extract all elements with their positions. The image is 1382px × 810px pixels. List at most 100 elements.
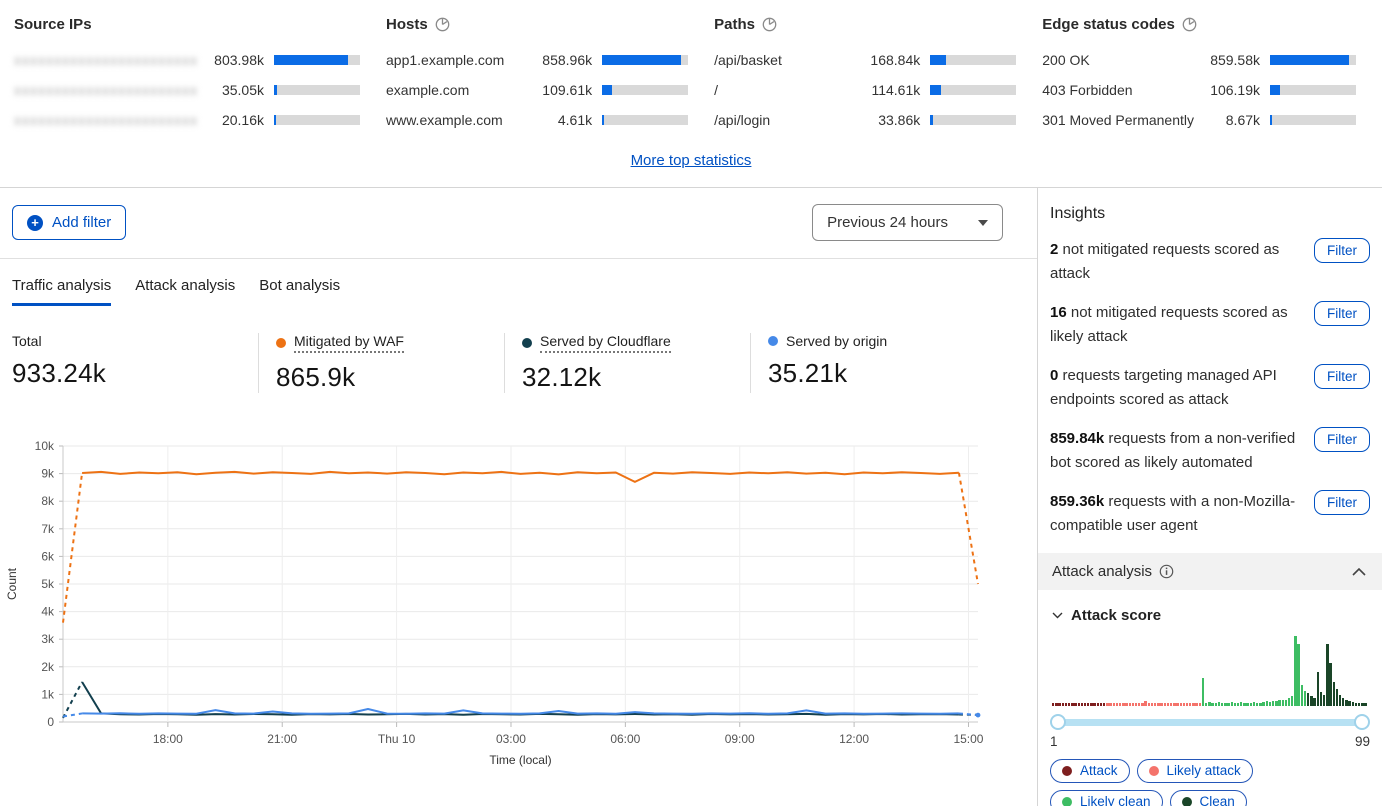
top-stat-value: 35.05k	[221, 82, 264, 98]
usage-bar-fill	[1270, 115, 1272, 125]
top-stat-name: /api/basket	[714, 52, 782, 68]
histogram-bar	[1256, 702, 1259, 706]
histogram-bar	[1205, 702, 1208, 706]
usage-bar	[274, 115, 360, 125]
histogram-bar	[1071, 703, 1074, 706]
histogram-bar	[1096, 703, 1100, 706]
slider-track[interactable]	[1058, 719, 1362, 726]
time-range-select[interactable]: Previous 24 hours	[812, 204, 1003, 241]
legend-pill-likely-attack[interactable]: Likely attack	[1136, 759, 1253, 783]
histogram-bar	[1208, 701, 1211, 706]
histogram-bar	[1118, 703, 1122, 706]
top-stat-value: 20.16k	[221, 112, 264, 128]
svg-text:09:00: 09:00	[725, 732, 755, 746]
usage-bar-fill	[930, 85, 941, 95]
usage-bar	[930, 115, 1017, 125]
column-title: Paths	[714, 16, 755, 33]
series-dot-icon	[522, 338, 532, 348]
attack-score-toggle[interactable]: Attack score	[1052, 607, 1370, 624]
insight-text: 859.36k requests with a non-Mozilla-comp…	[1050, 493, 1296, 534]
histogram-bar	[1112, 702, 1115, 706]
histogram-bar	[1240, 701, 1243, 706]
collapse-chevron-icon[interactable]	[1352, 567, 1366, 576]
histogram-bar	[1106, 703, 1109, 706]
histogram-bar	[1166, 703, 1170, 706]
attack-analysis-title: Attack analysis	[1052, 563, 1153, 580]
attack-score-histogram	[1050, 634, 1370, 706]
histogram-bar	[1103, 703, 1106, 706]
usage-bar-fill	[274, 85, 278, 95]
histogram-bar	[1361, 703, 1364, 706]
top-stat-value: 8.67k	[1225, 112, 1261, 128]
histogram-bar	[1176, 703, 1179, 706]
insight-text: 16 not mitigated requests scored as like…	[1050, 304, 1288, 345]
histogram-bar	[1332, 681, 1335, 706]
top-stat-name: app1.example.com	[386, 52, 505, 68]
top-stat-row: example.com 109.61k	[386, 75, 689, 105]
histogram-bar	[1335, 689, 1339, 706]
tab-attack-analysis[interactable]: Attack analysis	[135, 277, 236, 294]
pie-chart-icon[interactable]	[1182, 17, 1197, 32]
histogram-bar	[1201, 678, 1205, 706]
histogram-bar	[1141, 703, 1144, 706]
legend-pill-attack[interactable]: Attack	[1050, 759, 1130, 783]
top-stat-row: xxxxxxxxxxxxxxxxxxxxxxx 35.05k	[14, 75, 360, 105]
traffic-time-series-chart: 0 1k 2k 3k 4k 5k 6k 7k 8k 9k 10k 18:00 21:00 Thu 10 03…	[5, 439, 984, 767]
svg-text:8k: 8k	[41, 494, 55, 508]
stat-label-text: Served by origin	[786, 333, 888, 349]
stat-value: 32.12k	[522, 362, 602, 392]
histogram-bar	[1144, 701, 1147, 706]
top-stat-row: 403 Forbidden 106.19k	[1042, 75, 1357, 105]
usage-bar	[274, 55, 360, 65]
usage-bar-fill	[602, 55, 682, 65]
tab-bot-analysis[interactable]: Bot analysis	[259, 277, 341, 294]
svg-text:2k: 2k	[41, 660, 55, 674]
usage-bar	[1270, 85, 1357, 95]
histogram-bar	[1147, 703, 1151, 706]
insight-item: 859.36k requests with a non-Mozilla-comp…	[1050, 490, 1370, 538]
pie-chart-icon[interactable]	[435, 17, 450, 32]
histogram-bar	[1243, 702, 1246, 706]
slider-handle-max[interactable]	[1354, 713, 1370, 730]
insight-item: 859.84k requests from a non-verified bot…	[1050, 427, 1370, 475]
histogram-bar	[1122, 703, 1125, 706]
tab-traffic-analysis[interactable]: Traffic analysis	[12, 277, 112, 306]
histogram-bar	[1154, 703, 1157, 706]
histogram-bar	[1291, 695, 1294, 706]
histogram-bar	[1090, 702, 1093, 706]
top-stat-name: /api/login	[714, 112, 771, 128]
legend-dot-icon	[1062, 765, 1072, 776]
histogram-bar	[1278, 700, 1281, 706]
legend-pill-clean[interactable]: Clean	[1169, 790, 1247, 806]
stat-label-text[interactable]: Served by Cloudflare	[540, 333, 671, 353]
top-stat-value: 114.61k	[871, 82, 921, 98]
score-range-slider[interactable]	[1050, 713, 1370, 731]
add-filter-button[interactable]: + Add filter	[12, 205, 127, 240]
insight-filter-button[interactable]: Filter	[1314, 364, 1370, 389]
usage-bar	[1270, 115, 1357, 125]
svg-text:Thu 10: Thu 10	[378, 732, 416, 746]
stat-label-text[interactable]: Mitigated by WAF	[294, 333, 404, 353]
more-top-statistics-link[interactable]: More top statistics	[630, 152, 752, 169]
legend-pill-likely-clean[interactable]: Likely clean	[1050, 790, 1163, 806]
pie-chart-icon[interactable]	[762, 17, 777, 32]
slider-handle-min[interactable]	[1050, 713, 1066, 730]
insights-list: 2 not mitigated requests scored as attac…	[1050, 238, 1370, 538]
histogram-bar	[1303, 690, 1307, 706]
histogram-bar	[1128, 703, 1131, 706]
histogram-bar	[1307, 693, 1310, 706]
insight-filter-button[interactable]: Filter	[1314, 490, 1370, 515]
insight-filter-button[interactable]: Filter	[1314, 427, 1370, 452]
insight-filter-button[interactable]: Filter	[1314, 301, 1370, 326]
stat-value: 865.9k	[276, 362, 356, 392]
legend-label: Clean	[1199, 794, 1235, 806]
histogram-bar	[1281, 700, 1284, 706]
histogram-bar	[1157, 703, 1160, 706]
insight-item: 2 not mitigated requests scored as attac…	[1050, 238, 1370, 286]
usage-bar-fill	[602, 85, 613, 95]
top-stat-column-edge-status-codes: Edge status codes 200 OK 859.58k 403 For…	[1042, 12, 1357, 135]
histogram-bar	[1284, 699, 1288, 706]
insight-filter-button[interactable]: Filter	[1314, 238, 1370, 263]
usage-bar	[602, 115, 689, 125]
